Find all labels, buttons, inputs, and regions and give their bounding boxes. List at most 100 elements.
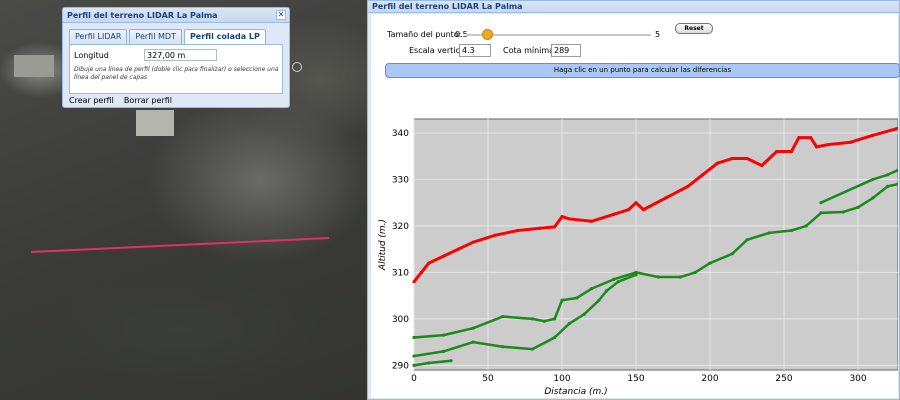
series-0-point	[612, 212, 616, 216]
y-tick-label: 290	[392, 361, 409, 371]
series-4-point	[871, 177, 875, 182]
series-1-point	[553, 317, 557, 321]
series-0-point	[427, 261, 431, 265]
series-2-point	[634, 273, 638, 277]
series-2-point	[582, 312, 586, 316]
create-profile-button[interactable]: Crear perfil	[69, 96, 114, 105]
series-1-point	[804, 224, 808, 228]
series-0-point	[419, 270, 424, 274]
elevation-profile-chart[interactable]: 0 50 100 150 200 250 300 290 300 310 320 330 340 Dist…	[371, 99, 898, 399]
point-size-label: Tamaño del punto:	[387, 30, 462, 39]
profile-window[interactable]: Perfil del terreno LIDAR La Palma Tamaño…	[367, 0, 900, 400]
dialog-tabs: Perfil LIDAR Perfil MDT Perfil colada LP	[69, 29, 266, 44]
x-tick-label: 50	[482, 374, 494, 384]
series-0-point	[789, 149, 794, 154]
series-0-point	[849, 140, 853, 144]
series-0-point	[641, 208, 646, 212]
series-3-point	[412, 363, 416, 367]
series-1-point	[819, 211, 823, 215]
series-1-point	[730, 252, 734, 256]
length-field[interactable]	[144, 49, 217, 61]
series-3-point	[449, 359, 453, 363]
series-1-point	[412, 335, 416, 340]
series-1-point	[501, 314, 505, 319]
series-1-point	[708, 261, 712, 265]
reset-button[interactable]: Reset	[675, 23, 713, 34]
min-elevation-input[interactable]	[551, 44, 581, 57]
series-2-point	[567, 321, 572, 326]
series-1-point	[896, 182, 898, 186]
series-0-point	[516, 228, 520, 233]
series-0-point	[664, 196, 668, 200]
tab-perfil-mdt[interactable]: Perfil MDT	[129, 29, 182, 44]
series-1-point	[471, 326, 475, 330]
x-tick-label: 100	[553, 374, 570, 384]
series-2-line	[413, 273, 637, 358]
series-2-point	[604, 289, 609, 293]
series-3-point	[427, 361, 431, 365]
y-tick-label: 300	[392, 315, 409, 325]
map-building	[292, 62, 302, 72]
series-0-point	[814, 145, 819, 149]
y-tick-label: 330	[392, 175, 409, 185]
profile-title: Perfil del terreno LIDAR La Palma	[372, 2, 523, 11]
series-2-point	[553, 335, 557, 340]
dialog-body: Longitud Dibuje una línea de perfil (dob…	[69, 44, 283, 94]
series-2-point	[530, 347, 535, 351]
point-size-slider-handle[interactable]	[481, 29, 493, 40]
plot-area	[413, 118, 898, 371]
profile-line-stroke	[30, 237, 330, 253]
series-0-point	[493, 233, 498, 237]
series-0-point	[590, 219, 594, 223]
series-1-point	[856, 205, 860, 209]
series-0-point	[442, 254, 446, 258]
profile-header[interactable]: Perfil del terreno LIDAR La Palma	[368, 1, 899, 13]
series-1-point	[789, 228, 794, 233]
series-1-point	[634, 270, 638, 274]
series-4-point	[896, 168, 898, 172]
series-1-point	[693, 270, 697, 274]
series-0-point	[730, 156, 734, 161]
point-size-slider[interactable]	[466, 34, 651, 36]
tab-perfil-lidar[interactable]: Perfil LIDAR	[69, 29, 128, 44]
dialog-header[interactable]: Perfil del terreno LIDAR La Palma ✕	[63, 8, 289, 23]
series-2-point	[597, 298, 601, 302]
info-bar[interactable]: Haga clic en un punto para calcular las …	[385, 63, 900, 78]
series-2-point	[412, 354, 416, 358]
series-0-point	[456, 247, 461, 251]
vertical-scale-input[interactable]	[459, 44, 491, 57]
series-1-point	[841, 210, 845, 214]
series-0-point	[686, 184, 690, 188]
series-2-point	[442, 349, 446, 354]
series-0-point	[701, 173, 705, 177]
series-0-point	[412, 280, 416, 284]
y-tick-label: 310	[392, 268, 409, 278]
series-0-point	[775, 149, 779, 154]
close-icon[interactable]: ✕	[276, 10, 286, 20]
clear-profile-button[interactable]: Borrar perfil	[123, 96, 173, 105]
series-4-line	[820, 168, 898, 204]
series-0-point	[634, 201, 638, 205]
y-tick-label: 340	[392, 129, 409, 139]
series-2-point	[501, 345, 505, 349]
x-tick-label: 150	[627, 374, 644, 384]
series-1-point	[745, 238, 749, 242]
dialog-footer: Crear perfil Borrar perfil	[67, 95, 174, 106]
series-1-point	[767, 231, 771, 235]
series-2-point	[471, 340, 475, 344]
series-1-point	[886, 184, 890, 188]
point-size-min: 0.5	[455, 30, 468, 39]
series-1-point	[871, 196, 875, 200]
series-1-point	[530, 317, 535, 321]
tab-perfil-colada[interactable]: Perfil colada LP	[183, 29, 266, 44]
x-tick-label: 300	[849, 374, 866, 384]
series-1-point	[590, 287, 594, 291]
series-2-point	[616, 280, 620, 284]
series-0-point	[826, 142, 831, 147]
series-1-point	[656, 275, 660, 279]
series-0-point	[745, 156, 749, 161]
lidar-profile-dialog[interactable]: Perfil del terreno LIDAR La Palma ✕ Perf…	[62, 7, 290, 108]
vertical-scale-label: Escala vertical:	[409, 46, 470, 55]
series-4-point	[819, 201, 823, 205]
